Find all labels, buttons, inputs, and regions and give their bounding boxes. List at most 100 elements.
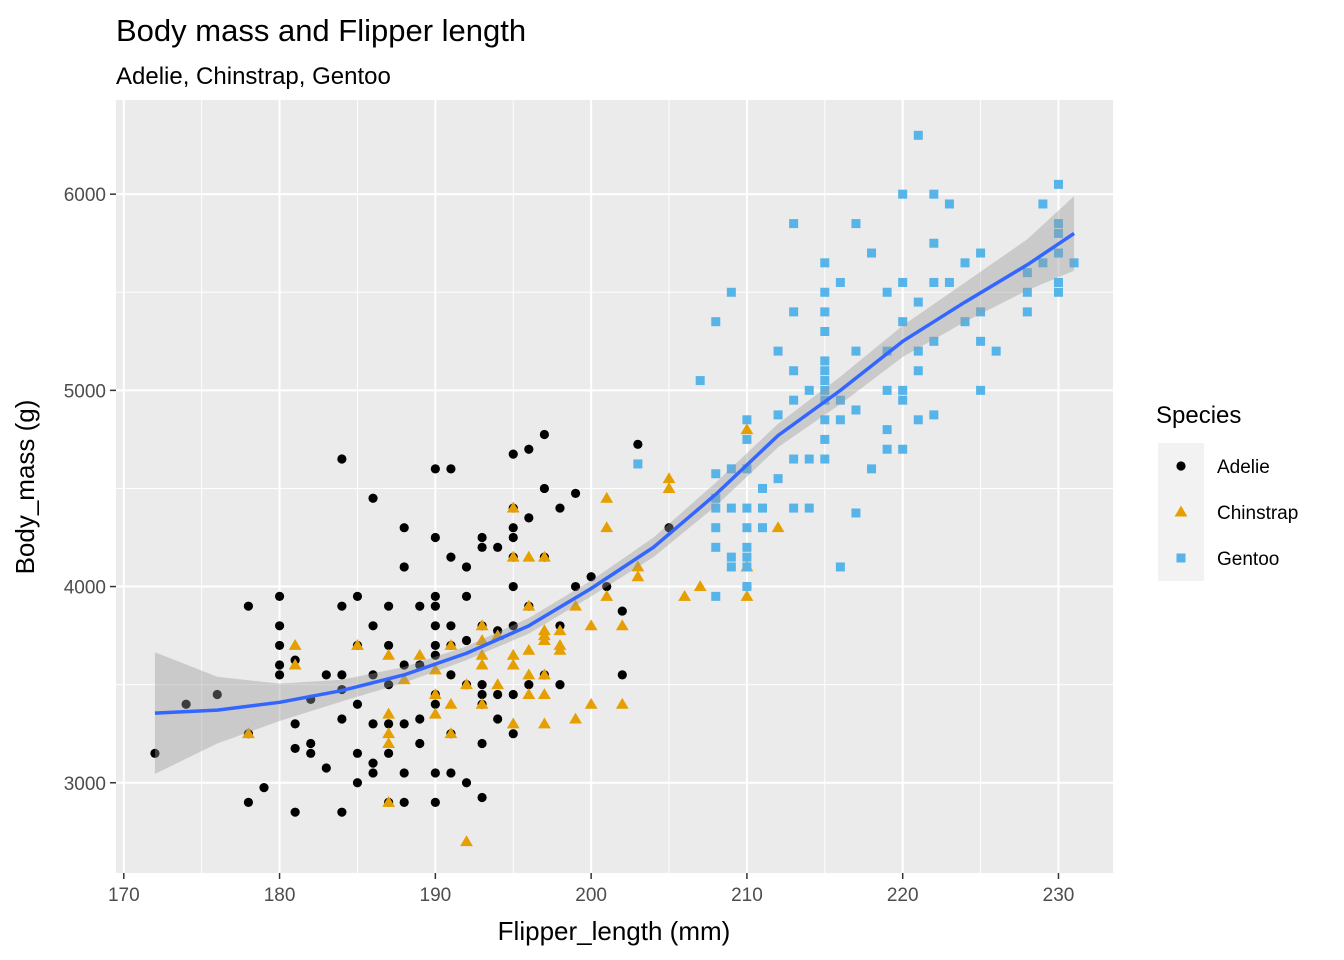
data-point-gentoo (929, 189, 939, 199)
data-point-adelie (477, 792, 487, 803)
data-point-adelie (243, 601, 254, 611)
legend-title: Species (1156, 402, 1241, 429)
data-point-adelie (384, 680, 394, 690)
data-point-chinstrap (693, 580, 707, 592)
data-point-adelie (477, 542, 487, 552)
data-point-chinstrap (475, 634, 489, 645)
data-point-adelie (508, 689, 518, 700)
data-point-adelie (477, 689, 487, 700)
data-point-chinstrap (662, 472, 676, 484)
x-tick-label: 210 (731, 885, 763, 906)
data-point-adelie (399, 660, 409, 670)
data-point-gentoo (1053, 219, 1063, 229)
data-point-adelie (555, 503, 565, 513)
data-point-chinstrap (506, 648, 520, 660)
data-point-adelie (430, 640, 440, 651)
data-point-adelie (524, 444, 534, 454)
data-point-gentoo (976, 336, 986, 346)
data-point-gentoo (711, 493, 721, 503)
data-point-chinstrap (460, 678, 473, 690)
data-point-adelie (321, 763, 331, 773)
data-point-chinstrap (584, 697, 598, 709)
data-point-adelie (446, 670, 456, 680)
data-point-adelie (399, 719, 409, 729)
data-point-gentoo (1053, 287, 1063, 297)
legend-label-chinstrap: Chinstrap (1217, 503, 1298, 524)
data-point-gentoo (742, 464, 752, 474)
data-point-adelie (337, 670, 347, 680)
data-point-gentoo (898, 317, 908, 327)
data-point-gentoo (804, 454, 814, 464)
data-point-gentoo (835, 395, 845, 405)
data-point-gentoo (929, 410, 939, 420)
data-point-gentoo (695, 376, 705, 386)
data-point-gentoo (726, 552, 736, 562)
data-point-adelie (555, 680, 565, 690)
data-point-gentoo (851, 405, 861, 415)
data-point-chinstrap (522, 668, 536, 680)
data-point-adelie (508, 532, 518, 543)
data-point-gentoo (1022, 287, 1032, 297)
y-axis-title: Body_mass (g) (10, 400, 40, 575)
data-point-adelie (150, 748, 160, 758)
data-point-gentoo (820, 258, 830, 268)
data-point-gentoo (820, 434, 830, 444)
data-point-gentoo (742, 552, 752, 562)
data-point-gentoo (913, 297, 923, 307)
data-point-chinstrap (600, 491, 614, 503)
x-tick-label: 190 (420, 885, 452, 906)
confidence-band (154, 196, 1075, 774)
data-point-chinstrap (600, 589, 614, 601)
data-point-chinstrap (506, 658, 520, 670)
data-point-chinstrap (506, 717, 520, 729)
y-tick-label: 6000 (64, 185, 106, 206)
data-point-adelie (399, 768, 409, 778)
data-point-gentoo (960, 258, 970, 268)
data-point-gentoo (820, 307, 830, 317)
data-point-chinstrap (522, 599, 536, 611)
data-point-gentoo (804, 503, 814, 513)
data-point-adelie (524, 680, 534, 690)
data-point-adelie (368, 758, 378, 768)
data-point-adelie (539, 429, 549, 440)
data-point-adelie (368, 768, 378, 778)
data-point-adelie (430, 650, 440, 660)
data-point-adelie (399, 562, 409, 572)
data-point-chinstrap (382, 707, 396, 719)
data-point-adelie (337, 601, 347, 611)
data-point-adelie (321, 670, 331, 680)
data-point-chinstrap (444, 639, 458, 650)
data-point-gentoo (726, 562, 736, 572)
data-point-chinstrap (475, 619, 489, 631)
x-axis: 170 180 190 200 210 220 230 (108, 873, 1074, 906)
data-point-adelie (274, 591, 285, 601)
data-point-chinstrap (382, 648, 396, 660)
data-point-gentoo (913, 415, 923, 425)
x-tick-label: 170 (108, 885, 140, 906)
data-point-gentoo (851, 219, 861, 229)
legend-label-gentoo: Gentoo (1217, 549, 1279, 570)
data-point-chinstrap (537, 550, 551, 562)
data-point-adelie (290, 719, 300, 729)
legend-label-adelie: Adelie (1217, 457, 1270, 478)
data-point-gentoo (1053, 179, 1063, 189)
data-point-gentoo (851, 508, 861, 518)
data-point-gentoo (773, 474, 783, 484)
data-point-gentoo (711, 317, 721, 327)
data-point-gentoo (820, 366, 830, 376)
data-point-adelie (415, 738, 425, 749)
legend-key-chinstrap (1174, 505, 1188, 517)
x-tick-label: 200 (575, 885, 607, 906)
data-point-gentoo (820, 287, 830, 297)
data-point-chinstrap (553, 624, 567, 636)
data-point-adelie (352, 778, 363, 788)
data-point-gentoo (726, 287, 736, 297)
data-point-adelie (368, 493, 378, 503)
data-point-chinstrap (522, 550, 536, 562)
data-point-adelie (446, 768, 456, 778)
data-point-adelie (337, 714, 347, 724)
legend-key-gentoo (1176, 553, 1186, 563)
data-point-chinstrap (382, 727, 396, 739)
data-point-adelie (617, 606, 627, 616)
data-point-gentoo (976, 307, 986, 317)
